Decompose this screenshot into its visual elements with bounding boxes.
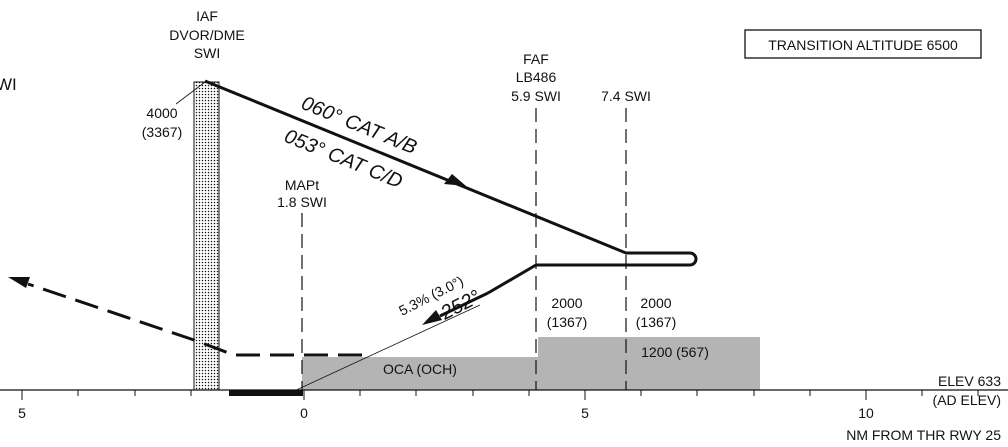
ad-elev-label: (AD ELEV)	[933, 392, 1001, 408]
axis-tick-label-10: 10	[858, 405, 874, 421]
iaf-leader-line	[175, 81, 206, 105]
transition-altitude-label: TRANSITION ALTITUDE 6500	[768, 37, 958, 53]
fix-74-label: 7.4 SWI	[601, 88, 651, 104]
missed-approach-dashed-arrowhead	[8, 277, 30, 288]
oca-label: OCA (OCH)	[383, 361, 457, 377]
iaf-navaid-label: DVOR/DME	[169, 27, 244, 43]
missed-approach-arrowhead	[422, 310, 442, 325]
fix-74-altitude-label: 2000	[640, 295, 671, 311]
faf-distance-label: 5.9 SWI	[511, 88, 561, 104]
axis-tick-label-5-right: 5	[581, 405, 589, 421]
axis-minor-ticks	[21, 390, 979, 400]
faf-label: FAF	[523, 51, 549, 67]
transition-altitude-box	[744, 29, 982, 59]
axis-tick-label-5-left: 5	[18, 405, 26, 421]
iaf-label: IAF	[196, 8, 218, 24]
iaf-stipple-column	[193, 81, 220, 391]
approach-descent-path	[204, 79, 698, 295]
faf-fix-label: LB486	[516, 69, 557, 85]
oca-shade-area-raised	[538, 337, 760, 390]
mapt-label: MAPt	[285, 177, 319, 193]
oca-value-label: 1200 (567)	[641, 344, 709, 360]
iaf-ident-label: SWI	[194, 45, 220, 61]
iaf-height-label: (3367)	[142, 124, 182, 140]
oca-shade-area	[302, 357, 538, 390]
x-axis-caption: NM FROM THR RWY 25	[846, 427, 1001, 443]
axis-tick-label-0: 0	[300, 405, 308, 421]
missed-approach-climb-line	[439, 291, 489, 318]
faf-height-label: (1367)	[547, 314, 587, 330]
approach-direction-arrowhead	[444, 174, 466, 186]
cropped-left-text: WI	[0, 75, 17, 94]
fix-74-height-label: (1367)	[636, 314, 676, 330]
oca-slope-line	[291, 304, 481, 393]
missed-approach-dashed-path	[27, 282, 362, 357]
iaf-altitude-label: 4000	[146, 105, 177, 121]
mapt-distance-label: 1.8 SWI	[277, 194, 327, 210]
elevation-label: ELEV 633	[938, 373, 1001, 389]
runway-bar	[229, 390, 303, 396]
faf-altitude-label: 2000	[551, 295, 582, 311]
